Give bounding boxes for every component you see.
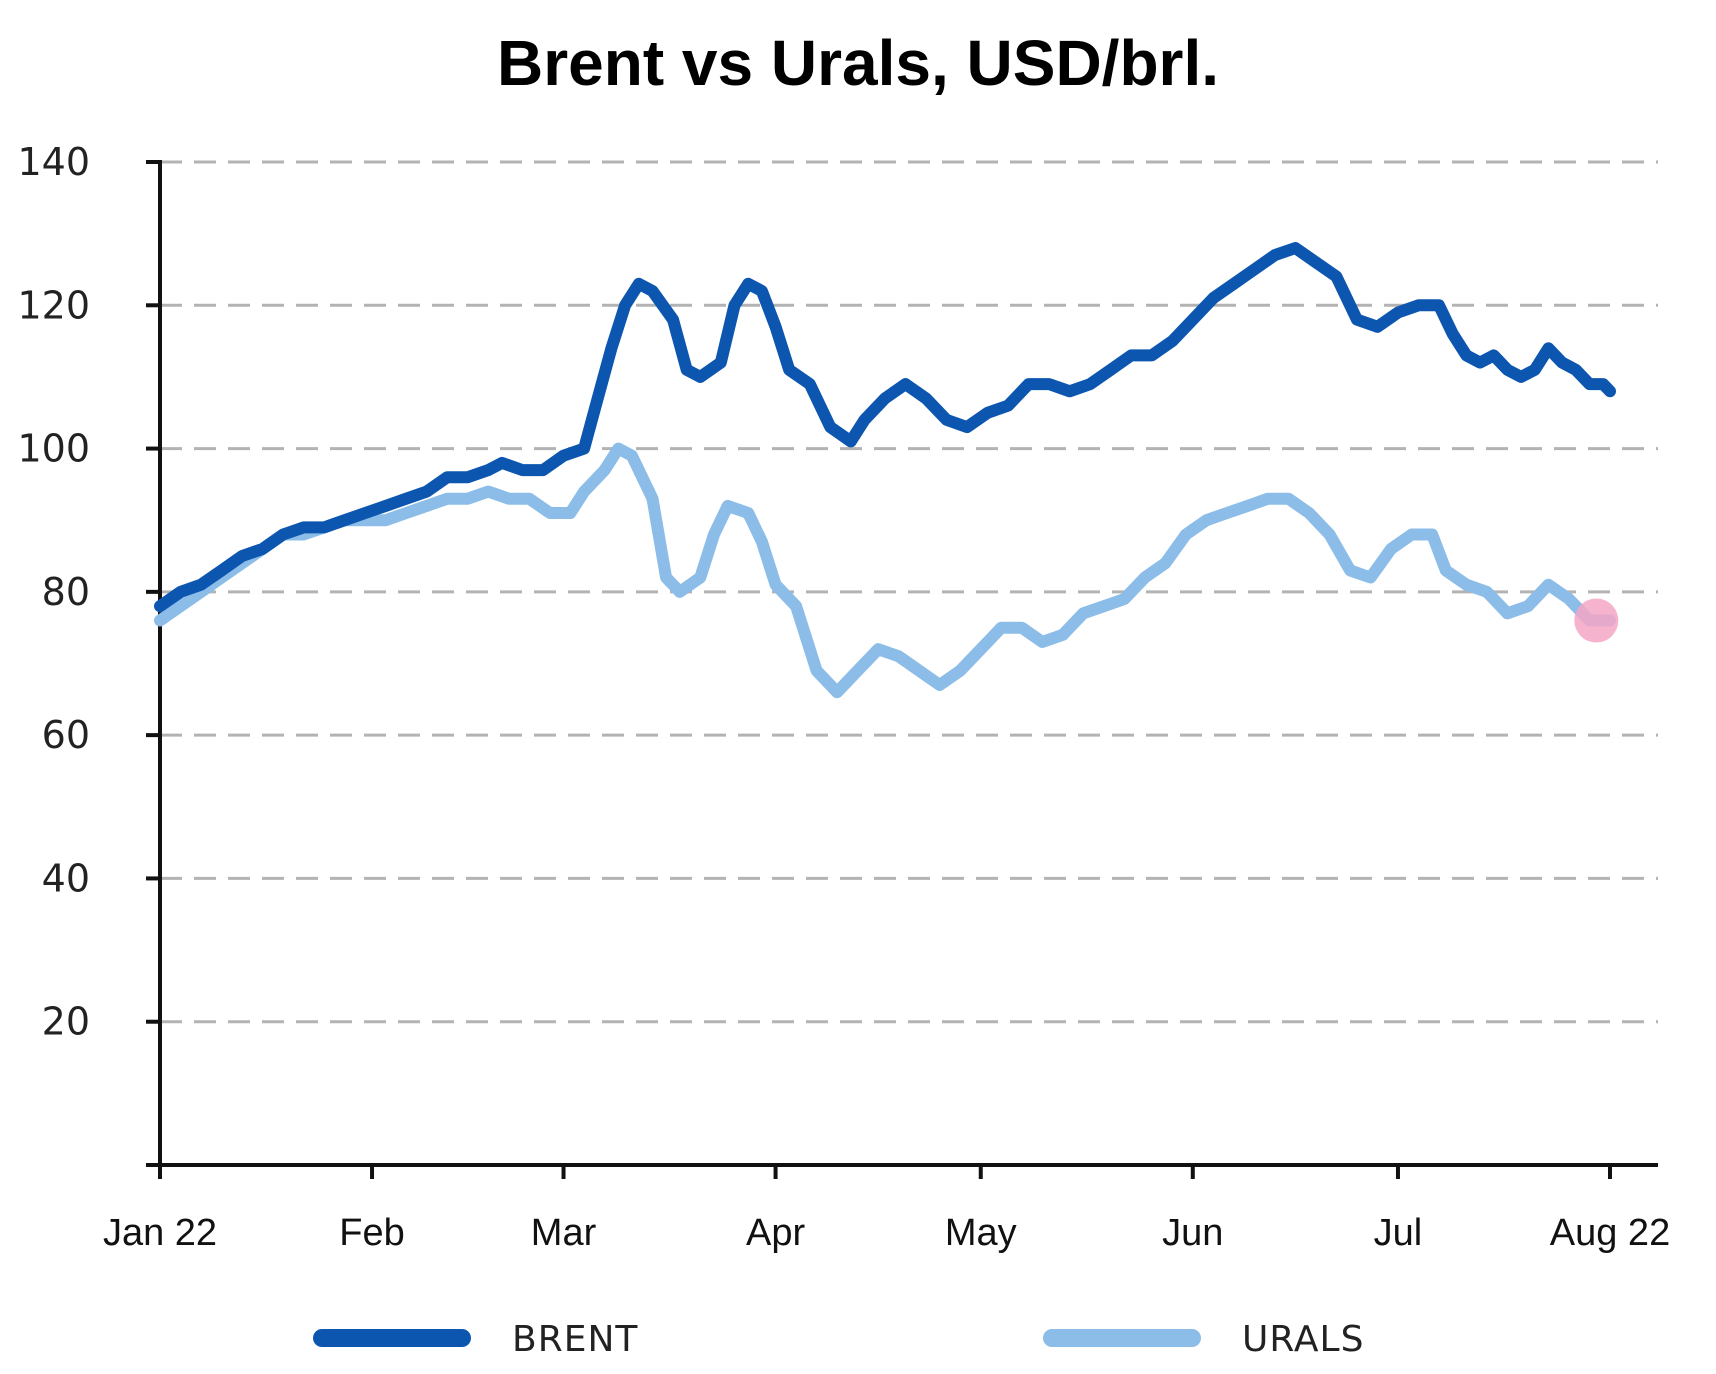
axes: [146, 160, 1658, 1179]
x-tick-label: May: [945, 1212, 1017, 1254]
y-tick-label: 80: [42, 570, 90, 614]
x-tick-label: Jan 22: [103, 1212, 217, 1254]
y-tick-label: 20: [42, 1000, 90, 1044]
series-line-brent: [154, 242, 1616, 613]
legend-label-urals: URALS: [1242, 1319, 1364, 1360]
chart-title: Brent vs Urals, USD/brl.: [497, 27, 1219, 99]
x-tick-label: Apr: [746, 1212, 805, 1254]
y-tick-label: 60: [42, 713, 90, 757]
legend: BRENT URALS: [313, 1319, 1364, 1360]
x-tick-label: Jul: [1374, 1212, 1423, 1254]
grid-lines: [160, 160, 1658, 1024]
x-tick-label: Feb: [339, 1212, 404, 1254]
highlight-marker: [1574, 598, 1619, 643]
tick-labels: 20 40 60 80 100 120 140 Jan 22 Feb Mar Apr May Jun Ju…: [17, 140, 1670, 1254]
y-tick-label: 120: [17, 283, 90, 327]
x-tick-label: Aug 22: [1550, 1212, 1670, 1254]
y-tick-label: 40: [42, 856, 90, 900]
y-tick-label: 140: [17, 140, 90, 184]
series-lines: [154, 242, 1619, 699]
series-line-urals: [154, 442, 1616, 699]
x-tick-label: Mar: [531, 1212, 597, 1254]
x-tick-label: Jun: [1162, 1212, 1223, 1254]
y-tick-label: 100: [17, 427, 90, 471]
legend-label-brent: BRENT: [512, 1319, 638, 1360]
